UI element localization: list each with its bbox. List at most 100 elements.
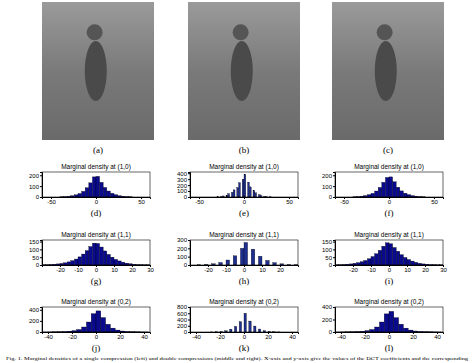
bar [371,257,375,265]
histogram: -40-20020400200400Marginal density at (0… [29,298,151,353]
bar [110,328,115,332]
bar [242,179,244,197]
tick-label: -40 [44,334,53,340]
tick-label: 200 [177,183,188,189]
tick: 200 [322,317,335,323]
tick: 0 [329,194,335,200]
bar [258,256,262,265]
tick: 0 [388,332,392,340]
tick: 0 [184,194,190,200]
tick-label: 10 [404,267,411,273]
bar [378,250,382,265]
tick-label: 100 [177,254,188,260]
tick-label: 400 [177,171,188,177]
chart-title: Marginal density at (1,1) [354,231,424,239]
tick: -10 [367,265,376,273]
bar [82,327,87,332]
x-axis: -40-2002040 [191,332,299,340]
tick: 10 [404,265,411,273]
bar [110,257,114,265]
bar [255,193,257,197]
tick: 40 [141,332,148,340]
plot-frame [190,172,298,197]
photo-subject [377,24,393,40]
tick: 200 [322,173,335,179]
tick-label: 0 [388,267,392,273]
histogram: -20-100102030050100150Marginal density a… [322,231,448,286]
tick-label: 150 [322,239,333,245]
tick-mark [188,179,190,180]
tick: 400 [177,171,190,177]
tick-label: 600 [177,311,188,317]
tick-label: 100 [322,184,333,190]
tick-label: 20 [265,334,272,340]
bar [253,190,255,197]
tick-label: -10 [367,267,376,273]
photo-subject [233,24,249,40]
tick-label: 30 [440,267,447,273]
tick: -50 [47,197,56,205]
histogram: -40-20020400200400Marginal density at (0… [322,298,444,353]
tick-label: 400 [177,317,188,323]
panel-label: (a) [93,145,103,155]
tick: 0 [36,194,42,200]
tick-label: -10 [74,267,83,273]
tick: 0 [329,262,335,268]
bar [240,248,244,265]
bar [357,263,361,265]
tick-label: 0 [36,194,40,200]
tick: -20 [349,265,358,273]
panel-label: (c) [383,145,393,155]
tick-label: 0 [329,329,333,335]
chart-title: Marginal density at (0,2) [61,298,131,306]
tick: 100 [29,184,42,190]
panel-label: (j) [92,343,101,353]
x-axis: -50050 [191,197,299,205]
bar [233,190,235,197]
tick-label: 0 [388,199,392,205]
tick-label: -10 [222,267,231,273]
bar [103,251,107,265]
bar [403,328,408,332]
tick-label: -20 [216,334,225,340]
tick: 0 [95,332,99,340]
tick-label: 10 [111,267,118,273]
chart-title: Marginal density at (1,1) [61,231,131,239]
tick: 0 [36,329,42,335]
x-axis: -50050 [336,197,444,205]
bar [399,324,404,332]
y-axis: 0100200300 [177,237,191,268]
tick: 400 [29,307,42,313]
bar [219,263,223,266]
bar [85,188,89,197]
bar [393,182,397,197]
tick: -50 [195,197,204,205]
tick: 200 [177,323,190,329]
bar [364,260,368,265]
bar [389,244,393,265]
chart-title: Marginal density at (0,2) [354,298,424,306]
tick-label: 100 [29,247,40,253]
bar [389,311,394,332]
bar [86,322,91,332]
bar [403,258,407,266]
tick-label: 50 [325,255,332,261]
tick: 50 [32,255,42,261]
tick: 600 [177,311,190,317]
bar [239,183,241,197]
tick-label: 800 [177,304,188,310]
bar [103,187,107,197]
tick: 100 [29,247,42,253]
tick: 20 [277,265,284,273]
tick: 200 [29,318,42,324]
tick: 0 [243,197,247,205]
chart-title: Marginal density at (0,2) [209,298,279,306]
chart-title: Marginal density at (1,0) [354,163,424,171]
photo [188,2,300,140]
plot-frame [190,307,298,332]
tick-label: 40 [434,334,441,340]
bar [107,254,111,265]
bars [60,176,132,197]
plot-frame [335,172,443,197]
photo [42,2,154,140]
